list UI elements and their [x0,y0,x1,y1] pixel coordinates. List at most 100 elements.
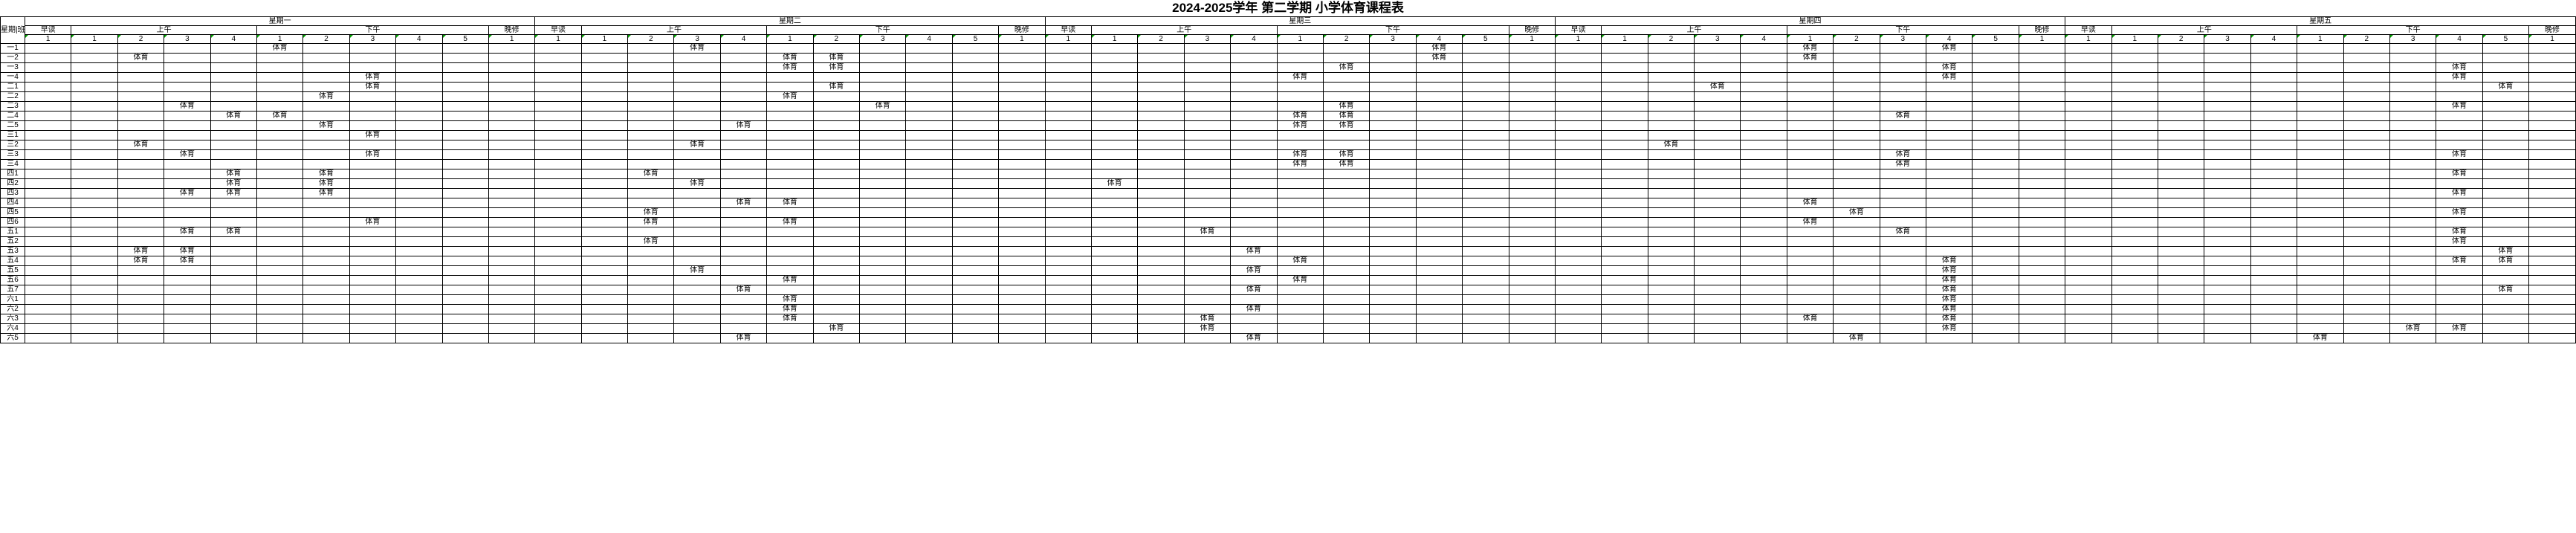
empty-cell [1972,178,2019,189]
empty-cell [1601,256,1648,266]
period-header-5-9: 4 [2436,34,2483,44]
green-corner-triangle-icon [1556,35,1559,38]
empty-cell [2343,101,2390,112]
empty-cell [905,62,953,73]
pe-cell: 体育 [210,111,257,121]
empty-cell [627,82,675,92]
empty-cell [1786,130,1834,140]
empty-cell [1230,256,1278,266]
empty-cell [349,285,397,295]
empty-cell [1322,91,1370,102]
empty-cell [1183,72,1232,83]
table-row: 五3 体育 体育 体育 体育 [0,246,2576,256]
empty-cell [24,265,72,276]
empty-cell [2018,246,2066,256]
green-corner-triangle-icon [582,35,585,38]
empty-cell [998,53,1046,63]
green-corner-triangle-icon [1973,35,1976,38]
empty-cell [998,111,1046,121]
green-corner-triangle-icon [350,35,353,38]
empty-cell [1137,62,1185,73]
empty-cell [1740,207,1787,218]
empty-cell [1090,207,1139,218]
empty-cell [210,265,257,276]
band-header-5-早读: 早读 [2065,25,2112,35]
empty-cell [905,120,953,131]
empty-cell [1647,246,1695,256]
empty-cell [24,91,72,102]
empty-cell [1554,265,1602,276]
empty-cell [1183,304,1232,314]
empty-cell [2065,91,2112,102]
period-number: 2 [2364,35,2369,43]
empty-cell [673,62,721,73]
empty-cell [1879,217,1927,227]
empty-cell [1137,333,1185,343]
empty-cell [1601,130,1648,140]
empty-cell [2436,91,2483,102]
table-row: 一2 体育 体育 体育 体育 体育 [0,53,2576,63]
empty-cell [951,285,1000,295]
empty-cell [580,130,629,140]
empty-cell [812,130,861,140]
empty-cell [395,304,443,314]
empty-cell [1786,82,1834,92]
empty-cell [2343,130,2390,140]
pe-cell: 体育 [1322,101,1370,112]
empty-cell [2250,82,2298,92]
empty-cell [719,43,768,54]
empty-cell [859,159,907,169]
empty-cell [349,236,397,247]
empty-cell [256,140,304,150]
empty-cell [1369,314,1417,324]
empty-cell [164,53,211,63]
empty-cell [534,246,582,256]
empty-cell [1322,294,1370,305]
empty-cell [2111,323,2158,334]
empty-cell [210,72,257,83]
period-number: 5 [1993,35,1998,43]
empty-cell [627,130,675,140]
empty-cell [395,294,443,305]
period-number: 3 [185,35,190,43]
empty-cell [1230,43,1278,54]
empty-cell [1740,188,1787,198]
empty-cell [1369,217,1417,227]
pe-cell: 体育 [719,285,768,295]
empty-cell [2250,159,2298,169]
empty-cell [164,72,211,83]
empty-cell [1183,217,1232,227]
empty-cell [1740,43,1787,54]
empty-cell [1647,91,1695,102]
empty-cell [1230,82,1278,92]
pe-cell: 体育 [1926,265,1973,276]
empty-cell [1879,323,1927,334]
empty-cell [673,82,721,92]
empty-cell [1369,140,1417,150]
empty-cell [302,246,350,256]
empty-cell [2389,333,2437,343]
empty-cell [766,169,814,179]
table-row: 四6 体育 体育 体育 体育 [0,217,2576,227]
empty-cell [117,169,165,179]
period-number: 1 [92,35,97,43]
empty-cell [1694,43,1741,54]
empty-cell [1369,246,1417,256]
empty-cell [1694,207,1741,218]
empty-cell [1183,140,1232,150]
empty-cell [998,236,1046,247]
empty-cell [395,236,443,247]
empty-cell [1322,236,1370,247]
empty-cell [580,43,629,54]
empty-cell [2111,265,2158,276]
empty-cell [1276,198,1324,208]
empty-cell [395,62,443,73]
pe-cell: 体育 [2482,246,2530,256]
empty-cell [488,130,536,140]
empty-cell [2389,217,2437,227]
empty-cell [1833,62,1880,73]
empty-cell [998,178,1046,189]
band-header-1-下午: 下午 [256,25,489,35]
empty-cell [2018,188,2066,198]
empty-cell [1415,159,1463,169]
